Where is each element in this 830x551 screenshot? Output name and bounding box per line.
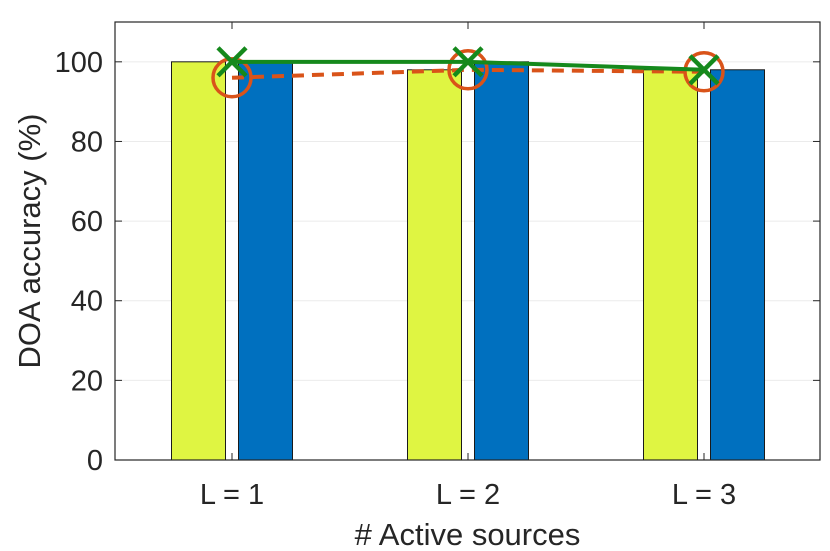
- x-tick-label: L = 3: [672, 479, 736, 511]
- y-tick-label: 20: [71, 365, 103, 397]
- bar-series-2: [238, 61, 293, 461]
- circle-marker: [683, 51, 725, 93]
- x-tick-label: L = 2: [436, 479, 500, 511]
- y-axis-title: DOA accuracy (%): [12, 114, 47, 369]
- x-axis-title: # Active sources: [355, 517, 581, 551]
- ticks: 0 20 40 60 80 100 L = 1 L = 2 L = 3: [55, 22, 820, 511]
- bar-series-1: [407, 69, 462, 461]
- lines: [211, 46, 725, 99]
- y-tick-label: 40: [71, 286, 103, 318]
- bar-series-1: [171, 61, 226, 461]
- bars: [171, 61, 765, 461]
- x-tick-label: L = 1: [200, 479, 264, 511]
- bar-series-1: [643, 69, 698, 461]
- x-marker: [216, 46, 248, 78]
- line-series-2: [231, 67, 705, 80]
- x-marker: [688, 54, 720, 86]
- x-marker: [452, 46, 484, 78]
- bar-series-2: [474, 61, 529, 461]
- y-tick-label: 60: [71, 206, 103, 238]
- y-tick-label: 80: [71, 126, 103, 158]
- y-tick-label: 0: [87, 445, 103, 477]
- circle-marker: [447, 49, 489, 91]
- bar-series-2: [710, 69, 765, 461]
- y-tick-label: 100: [55, 47, 103, 79]
